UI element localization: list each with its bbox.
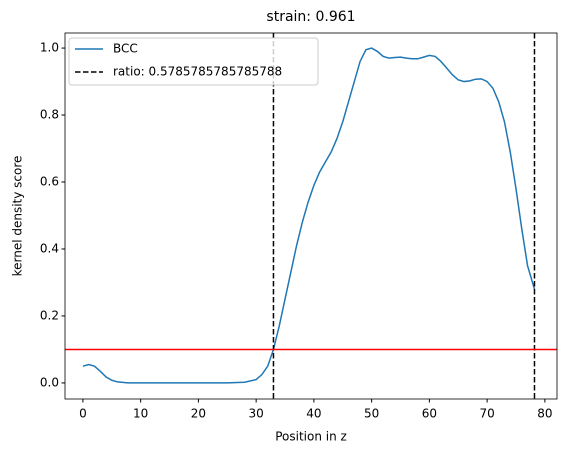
x-axis-label: Position in z [275, 430, 347, 444]
x-tick-label: 30 [249, 407, 264, 421]
y-tick-label: 0.8 [40, 108, 59, 122]
x-tick-label: 80 [537, 407, 552, 421]
legend-box [68, 37, 319, 86]
x-tick-label: 20 [191, 407, 206, 421]
plot-frame [64, 32, 558, 400]
y-tick-label: 0.4 [40, 241, 59, 255]
y-tick-label: 0.6 [40, 175, 59, 189]
line [82, 47, 536, 384]
chart-title: strain: 0.961 [266, 9, 355, 25]
y-tick-label: 0.2 [40, 308, 59, 322]
x-tick-label: 70 [479, 407, 494, 421]
y-tick-label: 1.0 [40, 41, 59, 55]
x-tick-label: 40 [306, 407, 321, 421]
x-tick-label: 10 [133, 407, 148, 421]
x-tick-label: 60 [422, 407, 437, 421]
y-tick-label: 0.0 [40, 375, 59, 389]
x-tick-label: 0 [79, 407, 87, 421]
legend-label: ratio: 0.5785785785785788 [113, 65, 282, 79]
y-axis-label: kernel density score [11, 156, 25, 277]
legend-label: BCC [113, 42, 138, 56]
x-tick-label: 50 [364, 407, 379, 421]
